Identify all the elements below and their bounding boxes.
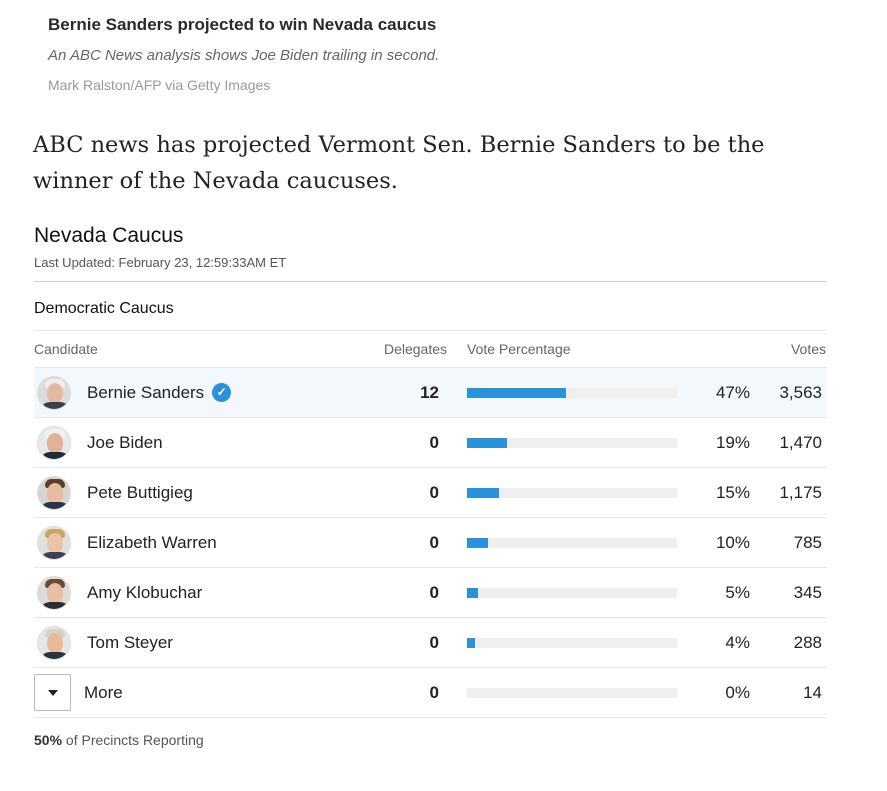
- votes-value: 1,470: [779, 432, 822, 452]
- vote-percentage: 10%: [715, 532, 750, 552]
- table-row: Bernie Sanders ✓ 12 47% 3,563: [34, 368, 827, 418]
- candidate-avatar: [37, 425, 71, 460]
- vote-percentage: 15%: [715, 482, 750, 502]
- vote-bar-fill: [467, 487, 499, 498]
- delegates-value: 12: [420, 382, 439, 402]
- more-row: More 0 0% 14: [34, 668, 827, 718]
- vote-bar: [467, 537, 677, 548]
- photo-credit: Mark Ralston/AFP via Getty Images: [48, 77, 271, 93]
- vote-bar: [467, 437, 677, 448]
- vote-bar: [467, 687, 677, 698]
- candidate-name: Tom Steyer: [87, 632, 173, 652]
- candidate-avatar: [37, 375, 71, 410]
- vote-percentage: 47%: [715, 382, 750, 402]
- candidate-name: Amy Klobuchar: [87, 582, 203, 602]
- candidate-avatar: [37, 475, 71, 510]
- table-row: Elizabeth Warren 0 10% 785: [34, 518, 827, 568]
- candidate-avatar: [37, 625, 71, 660]
- delegates-value: 0: [429, 582, 439, 602]
- article-paragraph: ABC news has projected Vermont Sen. Bern…: [33, 132, 765, 194]
- results-widget: Nevada Caucus Last Updated: February 23,…: [34, 222, 827, 748]
- winner-check-icon: ✓: [212, 383, 232, 402]
- vote-bar: [467, 487, 677, 498]
- delegates-value: 0: [429, 682, 439, 702]
- candidate-name: Bernie Sanders: [87, 382, 205, 402]
- vote-bar-fill: [467, 537, 488, 548]
- vote-percentage: 4%: [725, 632, 750, 652]
- candidate-name: Joe Biden: [87, 432, 163, 452]
- section-title: Democratic Caucus: [34, 299, 827, 331]
- expand-more-button[interactable]: [34, 674, 71, 711]
- vote-bar-fill: [467, 637, 476, 648]
- delegates-value: 0: [429, 632, 439, 652]
- precincts-text: of Precincts Reporting: [62, 732, 204, 748]
- vote-bar: [467, 387, 677, 398]
- header-candidate: Candidate: [34, 341, 98, 357]
- caption-subtitle: An ABC News analysis shows Joe Biden tra…: [48, 47, 440, 64]
- more-label: More: [84, 682, 123, 702]
- votes-value: 785: [793, 532, 822, 552]
- vote-bar: [467, 637, 677, 648]
- header-vote-percentage: Vote Percentage: [467, 341, 571, 357]
- chevron-down-icon: [47, 689, 58, 696]
- table-header: Candidate Delegates Vote Percentage Vote…: [34, 331, 827, 368]
- header-votes: Votes: [790, 341, 826, 357]
- divider: [34, 281, 827, 282]
- vote-percentage: 0%: [725, 682, 750, 702]
- results-rows: Bernie Sanders ✓ 12 47% 3,563 Joe Biden …: [34, 368, 827, 718]
- vote-bar-fill: [467, 387, 566, 398]
- vote-bar-fill: [467, 587, 478, 598]
- header-delegates: Delegates: [383, 341, 447, 357]
- photo-caption: Bernie Sanders projected to win Nevada c…: [48, 14, 748, 94]
- votes-value: 1,175: [779, 482, 822, 502]
- precincts-reporting: 50% of Precincts Reporting: [34, 732, 827, 748]
- caption-title: Bernie Sanders projected to win Nevada c…: [48, 15, 437, 34]
- candidate-name: Elizabeth Warren: [87, 532, 217, 552]
- candidate-name: Pete Buttigieg: [87, 482, 193, 502]
- widget-title: Nevada Caucus: [34, 224, 184, 247]
- table-row: Tom Steyer 0 4% 288: [34, 618, 827, 668]
- candidate-avatar: [37, 525, 71, 560]
- last-updated: Last Updated: February 23, 12:59:33AM ET: [34, 255, 287, 270]
- table-row: Pete Buttigieg 0 15% 1,175: [34, 468, 827, 518]
- delegates-value: 0: [429, 532, 439, 552]
- votes-value: 345: [793, 582, 822, 602]
- vote-percentage: 5%: [725, 582, 750, 602]
- delegates-value: 0: [429, 482, 439, 502]
- votes-value: 14: [803, 682, 822, 702]
- table-row: Amy Klobuchar 0 5% 345: [34, 568, 827, 618]
- delegates-value: 0: [429, 432, 439, 452]
- vote-bar-fill: [467, 437, 507, 448]
- precincts-percentage: 50%: [34, 732, 63, 748]
- vote-bar: [467, 587, 677, 598]
- votes-value: 288: [793, 632, 822, 652]
- table-row: Joe Biden 0 19% 1,470: [34, 418, 827, 468]
- candidate-avatar: [37, 575, 71, 610]
- vote-percentage: 19%: [715, 432, 750, 452]
- votes-value: 3,563: [779, 382, 822, 402]
